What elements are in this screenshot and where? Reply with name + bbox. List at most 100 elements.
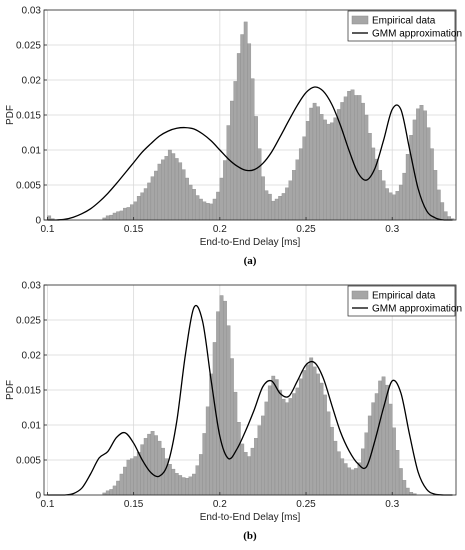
histogram-bar [326, 411, 331, 496]
histogram-bar [119, 473, 124, 496]
y-tick-label: 0.01 [22, 146, 42, 157]
histogram-bar [126, 207, 131, 221]
histogram-bar [198, 454, 203, 496]
histogram-bar [209, 203, 214, 221]
histogram-bar [333, 440, 338, 496]
histogram-bar [233, 391, 238, 496]
histogram-bar [171, 153, 176, 221]
y-axis-label: PDF [5, 380, 16, 400]
histogram-bar [309, 107, 314, 221]
histogram-bar [105, 490, 110, 496]
panel-caption: (a) [244, 255, 257, 267]
histogram-bar [174, 158, 179, 221]
y-axis-label: PDF [5, 105, 16, 125]
histogram-bar [395, 191, 400, 221]
histogram-bar [319, 382, 324, 496]
histogram-bar [371, 147, 376, 221]
x-axis-label: End-to-End Delay [ms] [200, 237, 301, 248]
histogram-bar [147, 433, 152, 496]
histogram-bar [109, 489, 114, 496]
histogram-chart-a: 0.1 0.15 0.2 0.25 0.3 0 0.005 0.01 0.015 0.02 0.02… [5, 6, 462, 268]
histogram-bar [305, 121, 310, 221]
histogram-bar [250, 447, 255, 496]
histogram-bar [402, 480, 407, 496]
histogram-bars [47, 21, 455, 221]
histogram-bar [267, 385, 272, 496]
histogram-bar [230, 358, 234, 496]
histogram-bar [247, 456, 252, 496]
histogram-bar [281, 193, 286, 221]
histogram-bar [343, 463, 348, 496]
histogram-bar [305, 364, 310, 496]
x-tick-label: 0.15 [124, 224, 144, 235]
histogram-bar [440, 202, 445, 221]
histogram-bar [416, 108, 420, 221]
histogram-bar [136, 452, 141, 496]
histogram-bar [164, 156, 169, 221]
histogram-bar [323, 394, 327, 496]
histogram-bar [288, 180, 293, 221]
histogram-bar [185, 177, 189, 221]
histogram-bar [185, 478, 189, 496]
histogram-bar [154, 435, 158, 496]
histogram-bar [195, 195, 200, 221]
histogram-bar [198, 198, 203, 221]
histogram-bar [295, 159, 300, 221]
histogram-bar [378, 380, 383, 496]
histogram-bar [395, 450, 400, 496]
histogram-bar [226, 325, 231, 496]
histogram-bar [216, 311, 221, 496]
histogram-bar [378, 170, 383, 221]
histogram-bar [205, 203, 210, 221]
histogram-bar [181, 477, 186, 496]
histogram-bar [257, 425, 262, 496]
histogram-bar [271, 200, 276, 221]
histogram-bar [143, 188, 148, 221]
histogram-bar [219, 295, 224, 496]
x-tick-label: 0.15 [124, 499, 144, 510]
panel-caption: (b) [243, 530, 257, 542]
histogram-bar [361, 448, 365, 496]
histogram-bar [388, 403, 393, 496]
histogram-bars [102, 295, 417, 496]
histogram-bar [126, 459, 131, 496]
histogram-bar [398, 184, 403, 221]
histogram-bar [326, 123, 331, 221]
histogram-bar [161, 159, 165, 221]
histogram-bar [130, 204, 134, 221]
y-tick-label: 0.015 [16, 111, 41, 122]
legend: Empirical data GMM approximation [347, 285, 462, 317]
histogram-bar [436, 189, 441, 221]
histogram-bar [240, 443, 245, 496]
histogram-bar [271, 375, 276, 496]
y-tick-label: 0.03 [22, 281, 42, 292]
histogram-bar [254, 438, 258, 496]
histogram-bar [133, 201, 138, 221]
histogram-bar [223, 160, 227, 221]
histogram-bar [105, 215, 110, 221]
histogram-bar [278, 389, 283, 496]
histogram-bar [147, 182, 152, 221]
histogram-bar [405, 487, 410, 496]
x-tick-label: 0.1 [40, 499, 54, 510]
y-tick-label: 0.015 [16, 386, 41, 397]
histogram-bar [392, 194, 396, 221]
x-tick-label: 0.3 [385, 224, 399, 235]
histogram-bar [274, 198, 279, 221]
histogram-bar [150, 431, 155, 496]
histogram-bar [274, 379, 279, 496]
gmm-line [47, 304, 453, 496]
histogram-bar [109, 214, 114, 221]
histogram-bar [402, 172, 407, 221]
histogram-bar [443, 211, 448, 221]
histogram-bar [433, 170, 438, 221]
histogram-bar [123, 207, 127, 221]
legend-label-gmm: GMM approximation [372, 304, 462, 315]
histogram-bar [178, 162, 183, 221]
histogram-bar [136, 196, 141, 221]
legend-label-empirical: Empirical data [372, 16, 436, 27]
histogram-bar [323, 119, 327, 221]
histogram-bar [261, 176, 265, 221]
histogram-bar [298, 148, 303, 221]
histogram-bar [333, 117, 338, 221]
